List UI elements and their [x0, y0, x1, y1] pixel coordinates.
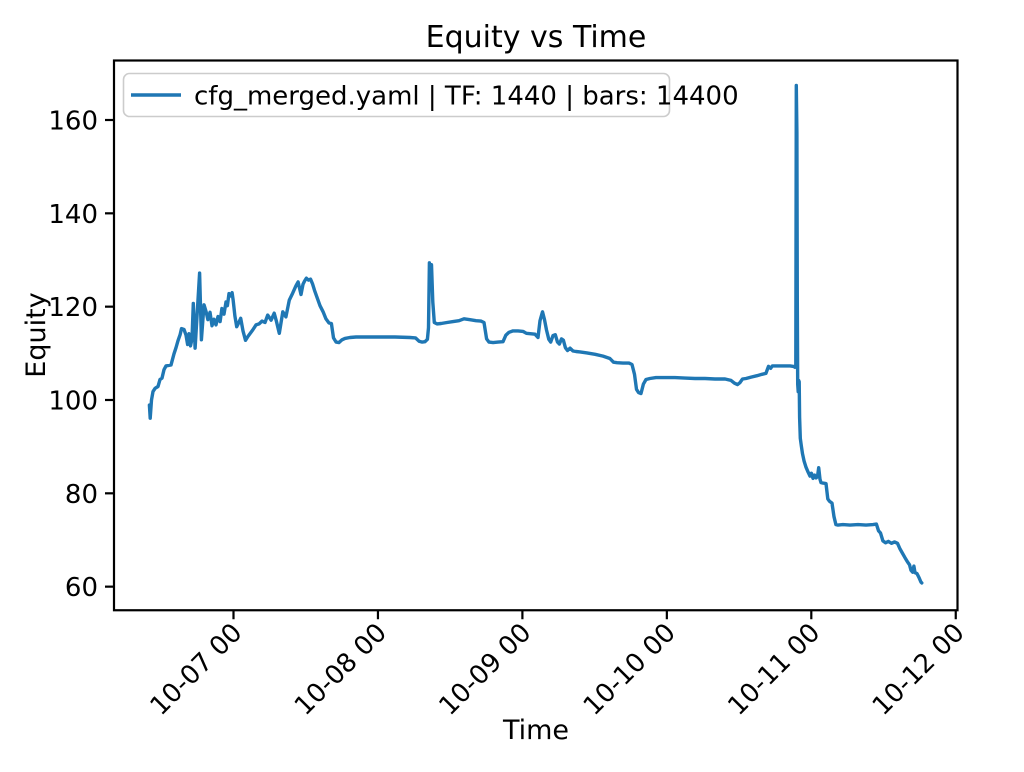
- legend-box: [122, 72, 671, 118]
- y-tick-label: 80: [65, 480, 98, 510]
- chart-title: Equity vs Time: [426, 20, 647, 55]
- plot-border: [112, 59, 959, 612]
- y-axis-label: Equity: [21, 292, 52, 377]
- x-tick-label: 10-10 00: [578, 618, 682, 722]
- y-tick-label: 140: [48, 200, 98, 230]
- y-tick-label: 100: [48, 386, 98, 416]
- y-tick-label: 120: [48, 293, 98, 323]
- x-tick-label: 10-08 00: [289, 618, 393, 722]
- legend-label: cfg_merged.yaml | TF: 1440 | bars: 14400: [194, 82, 739, 112]
- x-tick-label: 10-07 00: [145, 618, 249, 722]
- x-axis-label: Time: [502, 715, 569, 746]
- x-tick-label: 10-12 00: [867, 618, 971, 722]
- x-axis-ticks: 10-07 00 10-08 00 10-09 00 10-10 00 10-11 00…: [145, 610, 971, 722]
- legend: cfg_merged.yaml | TF: 1440 | bars: 14400: [122, 72, 739, 118]
- y-tick-label: 60: [65, 573, 98, 603]
- x-tick-label: 10-09 00: [433, 618, 537, 722]
- y-axis-ticks: 60 80 100 120 140 160: [48, 107, 114, 603]
- equity-line: [147, 83, 924, 585]
- y-tick-label: 160: [48, 107, 98, 137]
- x-tick-label: 10-11 00: [722, 618, 826, 722]
